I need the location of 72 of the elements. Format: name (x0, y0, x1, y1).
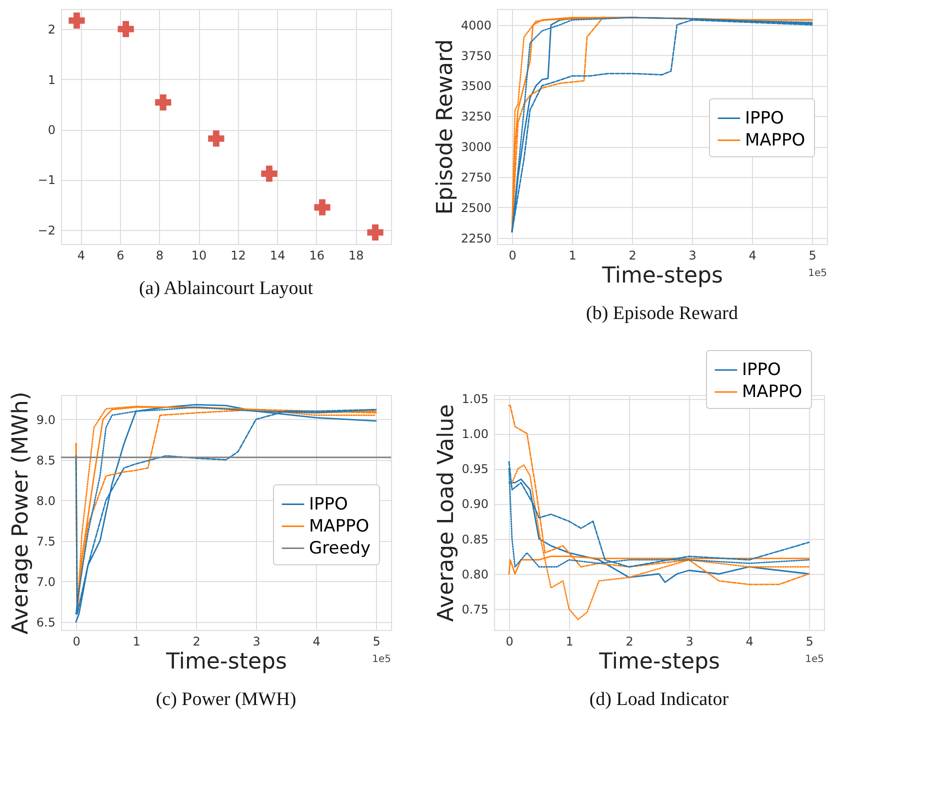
x-tick-label: 14 (270, 248, 286, 262)
y-tick-label: 0.80 (462, 567, 488, 582)
y-tick-label: 3500 (460, 79, 492, 94)
y-axis-title: Average Load Value (434, 404, 459, 622)
text: (d) Load Indicator (589, 689, 730, 710)
x-tick-label: 12 (230, 248, 246, 262)
legend-label: IPPO (745, 108, 784, 128)
y-tick-label: 7.0 (36, 574, 56, 589)
x-tick-label: 0 (506, 634, 514, 648)
y-tick-label: 0.85 (462, 532, 488, 546)
y-tick-label: 9.0 (36, 412, 56, 427)
x-tick-label: 3 (686, 634, 694, 648)
text: (c) Power (MWH) (156, 689, 296, 710)
x-tick-label: 1 (132, 634, 140, 648)
y-tick-label: 6.5 (36, 615, 56, 630)
x-tick-label: 4 (312, 634, 320, 648)
text: 1e5 (808, 268, 827, 279)
y-axis-title: Average Power (MWh) (8, 392, 34, 634)
y-tick-label: 3250 (460, 110, 492, 124)
x-tick-label: 10 (191, 248, 207, 262)
legend-label: MAPPO (309, 516, 370, 536)
y-tick-label: 2750 (460, 170, 492, 185)
y-tick-label: −1 (38, 173, 56, 188)
text: 1e5 (805, 654, 824, 665)
x-tick-label: 5 (808, 248, 816, 262)
legend-label: MAPPO (745, 130, 806, 150)
y-tick-label: 2500 (460, 200, 492, 215)
legend-label: MAPPO (742, 382, 802, 402)
x-tick-label: 3 (688, 248, 696, 262)
x-tick-label: 1 (566, 634, 574, 648)
legend-label: IPPO (309, 494, 348, 514)
y-tick-label: 0.75 (462, 602, 488, 616)
y-tick-label: 8.0 (36, 494, 56, 508)
y-tick-label: 2250 (460, 231, 492, 246)
text: (a) Ablaincourt Layout (138, 278, 314, 299)
x-tick-label: 2 (628, 248, 636, 262)
y-tick-label: 3750 (460, 48, 492, 63)
x-tick-label: 5 (806, 634, 814, 648)
y-tick-label: 1.05 (462, 392, 488, 406)
y-tick-label: 3000 (460, 140, 492, 154)
x-axis-title: Time-steps (598, 650, 720, 674)
x-tick-label: 6 (116, 248, 124, 262)
x-tick-label: 4 (746, 634, 754, 648)
legend-label: Greedy (309, 538, 371, 558)
legend-label: IPPO (742, 360, 781, 380)
x-tick-label: 2 (626, 634, 634, 648)
x-tick-label: 0 (508, 248, 516, 262)
x-tick-label: 8 (156, 248, 164, 262)
y-tick-label: −2 (38, 223, 56, 238)
y-axis-title: Episode Reward (432, 39, 458, 215)
x-tick-label: 5 (372, 634, 380, 648)
text: 1e5 (372, 654, 391, 665)
y-tick-label: 0 (48, 123, 56, 138)
x-tick-label: 18 (348, 248, 364, 262)
x-tick-label: 16 (309, 248, 324, 262)
text: (b) Episode Reward (586, 303, 738, 324)
y-tick-label: 8.5 (36, 453, 56, 468)
y-tick-label: 1 (48, 72, 56, 87)
x-tick-label: 3 (252, 634, 260, 648)
y-tick-label: 2 (48, 22, 56, 37)
y-tick-label: 7.5 (36, 534, 56, 548)
x-tick-label: 0 (72, 634, 80, 648)
y-tick-label: 1.00 (462, 427, 488, 442)
x-tick-label: 2 (192, 634, 200, 648)
x-tick-label: 4 (77, 248, 85, 262)
x-axis-title: Time-steps (601, 264, 723, 288)
x-axis-title: Time-steps (165, 650, 287, 674)
y-tick-label: 0.90 (462, 497, 488, 512)
y-tick-label: 4000 (460, 18, 492, 32)
x-tick-label: 4 (748, 248, 756, 262)
x-tick-label: 1 (568, 248, 576, 262)
y-tick-label: 0.95 (462, 462, 488, 476)
